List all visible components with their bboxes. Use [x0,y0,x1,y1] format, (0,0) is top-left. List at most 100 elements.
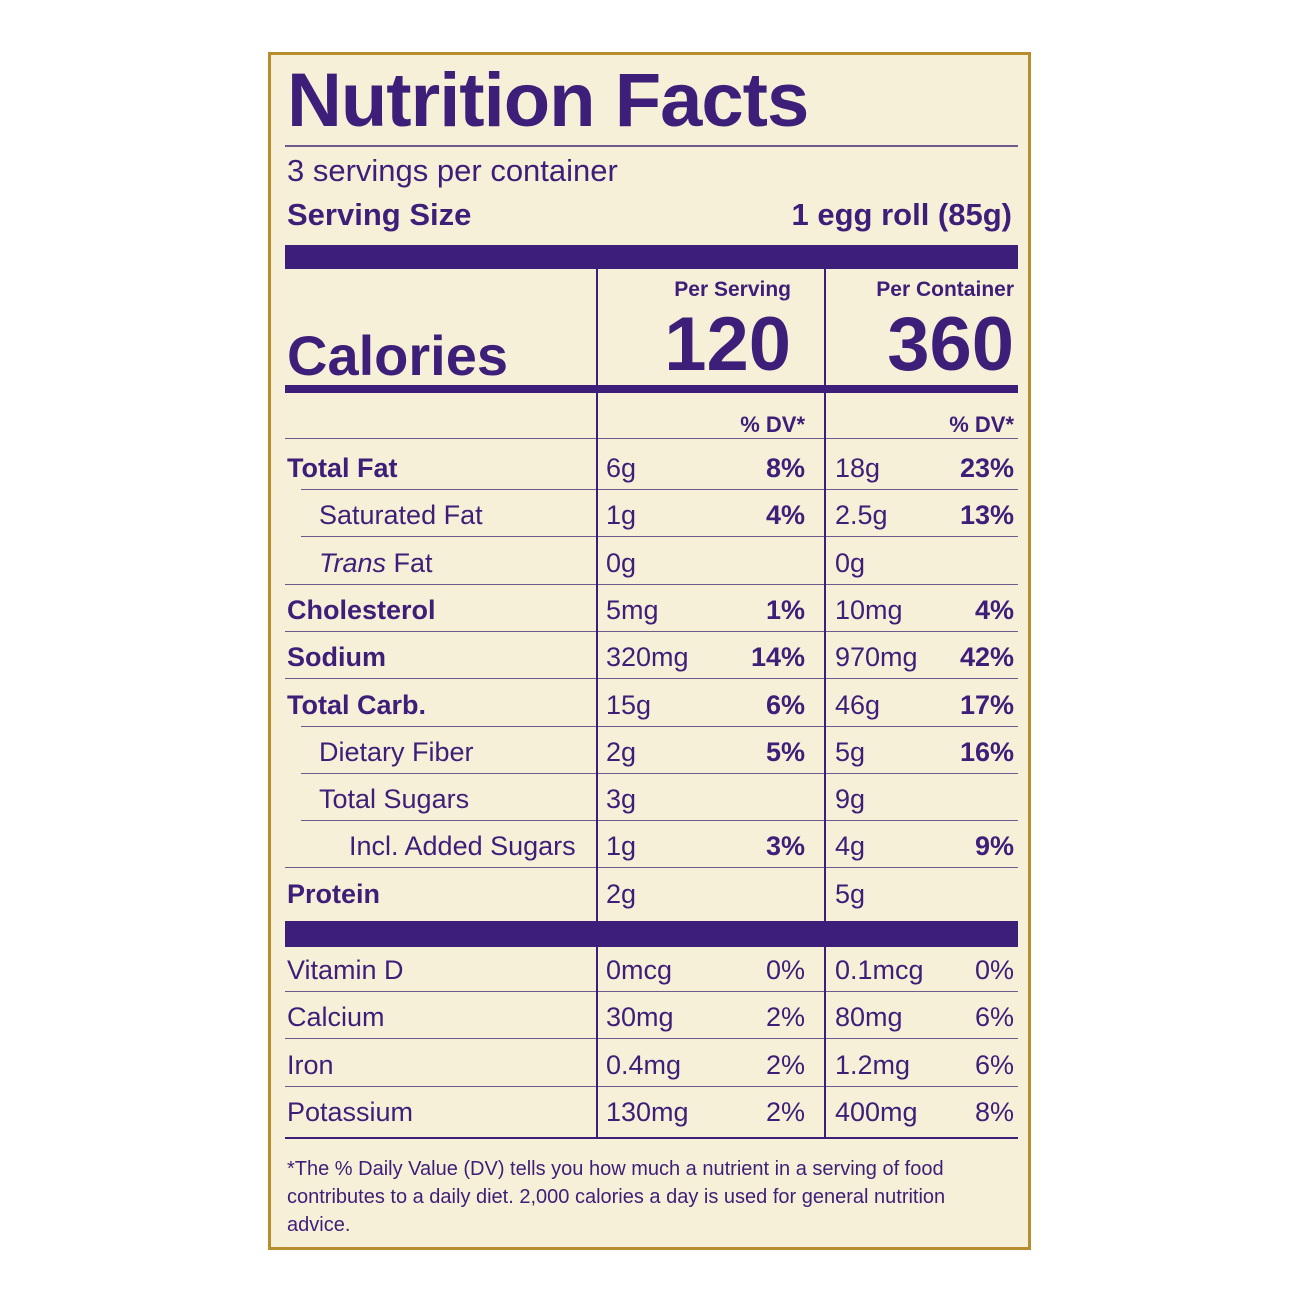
container-dv: 9% [974,831,1014,862]
container-amount: 1.2mg [835,1049,911,1080]
footnote-divider [285,1137,1018,1139]
per-container-header: Per Container [876,278,1014,301]
container-amount: 0.1mcg [835,955,924,985]
title-divider [285,145,1018,147]
serving-dv: 2% [765,1049,805,1080]
serving-amount: 0mcg [606,955,673,985]
serving-amount: 130mg [606,1096,689,1127]
row-divider [285,1038,1018,1040]
container-amount: 80mg [835,1002,903,1033]
container-amount: 5g [835,736,866,767]
nutrient-name-rest: Fat [386,547,433,578]
row-divider [285,678,1018,680]
serving-amount: 6g [606,453,637,483]
thick-bar-top [285,245,1018,269]
row-divider [285,583,1018,585]
serving-amount: 30mg [606,1002,674,1033]
thick-bar-vitamins [285,921,1018,947]
calories-label: Calories [287,324,508,387]
container-dv: 0% [974,955,1014,985]
nutrient-name: Sodium [287,642,386,673]
serving-dv: 2% [765,1096,805,1127]
column-divider-2-bottom [824,947,826,1137]
nutrient-name: Protein [287,878,381,909]
row-divider [285,1085,1018,1087]
serving-dv: 8% [765,453,805,483]
row-divider [301,725,1018,727]
dv-header-serving: % DV* [740,412,805,437]
nutrient-name: Dietary Fiber [319,736,474,767]
nutrient-name: Saturated Fat [319,500,483,531]
serving-dv: 3% [765,831,805,862]
serving-dv: 0% [765,955,805,985]
per-serving-header: Per Serving [674,278,791,301]
serving-amount: 3g [606,784,637,815]
serving-amount: 0.4mg [606,1049,682,1080]
serving-amount: 0g [606,547,637,578]
calories-per-container: 360 [887,302,1014,387]
nutrient-name-italic: Trans [319,547,387,578]
serving-dv: 2% [765,1002,805,1033]
container-amount: 10mg [835,594,903,625]
container-amount: 46g [835,689,881,720]
container-amount: 4g [835,831,866,862]
vitamin-name: Iron [287,1049,334,1080]
dv-header-divider [285,438,1018,439]
label-title: Nutrition Facts [287,58,809,143]
container-amount: 2.5g [835,500,888,531]
column-divider-1-top [596,269,598,438]
serving-amount: 320mg [606,642,689,673]
row-divider [285,630,1018,632]
nutrient-name: Incl. Added Sugars [349,831,576,862]
serving-dv: 1% [765,594,805,625]
column-divider-1-bottom [596,947,598,1137]
serving-size-value: 1 egg roll (85g) [791,197,1012,232]
serving-size-label: Serving Size [287,197,472,232]
row-divider [285,867,1018,869]
container-amount: 0g [835,547,866,578]
nutrient-name: Trans Fat [319,548,433,578]
nutrient-name: Cholesterol [287,594,436,625]
vitamin-name: Calcium [287,1002,385,1033]
column-divider-2-mid [824,393,826,921]
calories-per-serving: 120 [664,302,791,387]
servings-per-container: 3 servings per container [287,153,618,188]
nutrition-facts-label: Nutrition Facts 3 servings per container… [268,52,1031,1250]
container-dv: 8% [974,1096,1014,1127]
container-dv: 17% [959,689,1014,720]
container-dv: 6% [974,1002,1014,1033]
calories-bar [285,385,1018,393]
column-divider-1-mid [596,393,598,921]
container-dv: 23% [959,453,1014,483]
serving-amount: 1g [606,500,637,531]
row-divider [301,772,1018,774]
vitamin-name: Potassium [287,1096,414,1127]
container-dv: 42% [959,642,1014,673]
serving-amount: 2g [606,878,637,909]
container-dv: 6% [974,1049,1014,1080]
row-divider [301,536,1018,538]
dv-header-container: % DV* [949,412,1014,437]
daily-value-footnote: *The % Daily Value (DV) tells you how mu… [287,1158,946,1236]
serving-amount: 15g [606,689,652,720]
row-divider [301,489,1018,490]
container-amount: 970mg [835,642,918,673]
nutrient-name: Total Fat [287,453,398,483]
row-divider [285,991,1018,992]
container-dv: 16% [959,736,1014,767]
nutrient-name: Total Sugars [319,784,470,815]
serving-amount: 5mg [606,594,659,625]
serving-dv: 6% [765,689,805,720]
row-divider [301,820,1018,822]
container-amount: 400mg [835,1096,918,1127]
container-amount: 5g [835,878,866,909]
column-divider-2-top [824,269,826,438]
container-amount: 9g [835,784,866,815]
container-dv: 4% [974,594,1014,625]
nutrient-name: Total Carb. [287,689,427,720]
serving-dv: 14% [750,642,805,673]
vitamin-name: Vitamin D [287,955,404,985]
serving-amount: 1g [606,831,637,862]
container-amount: 18g [835,453,881,483]
serving-amount: 2g [606,736,637,767]
